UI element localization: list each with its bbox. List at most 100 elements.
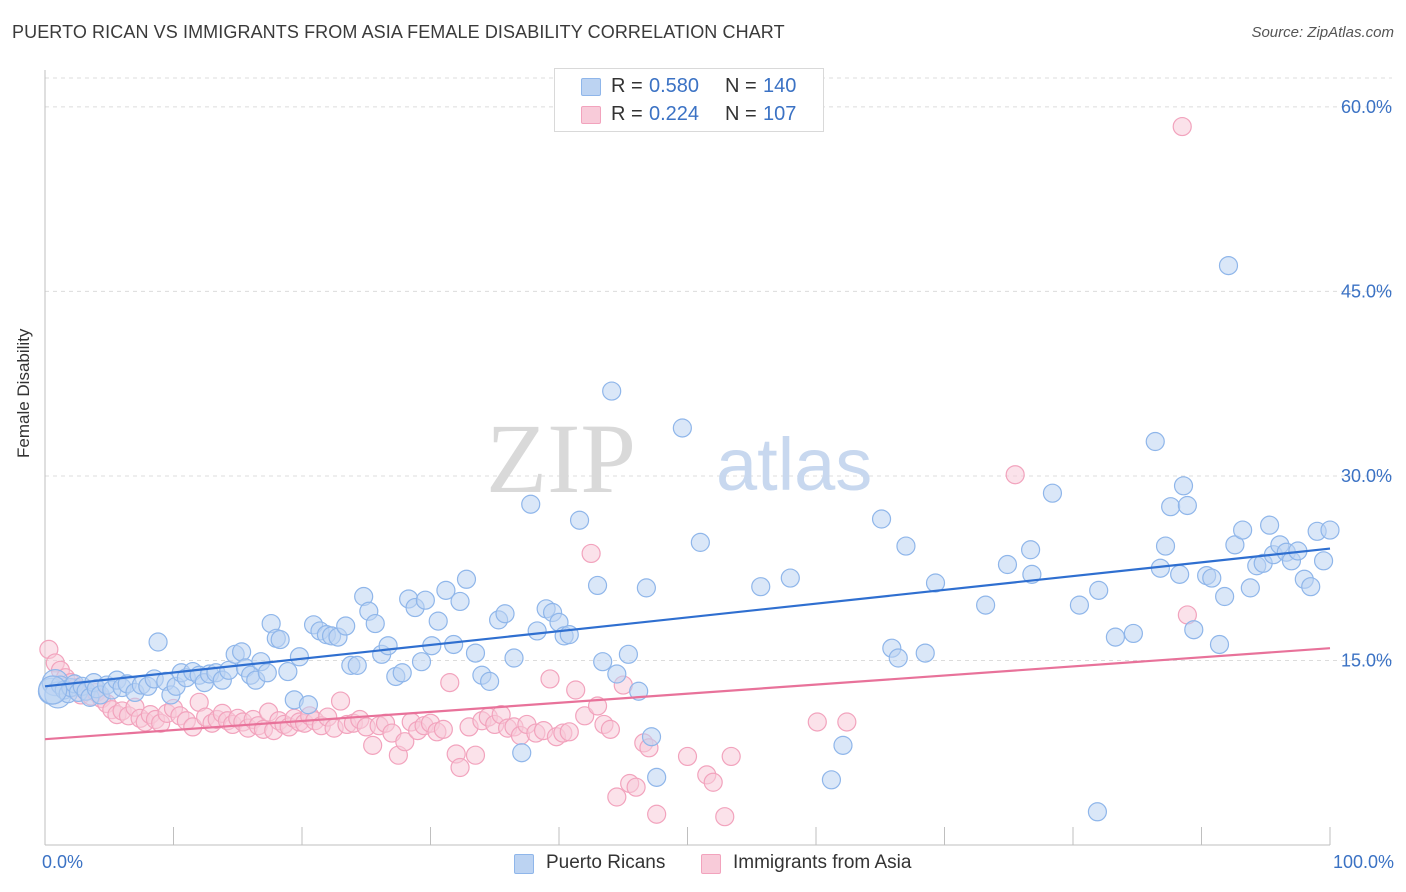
blue-point: [428, 611, 448, 631]
blue-point: [607, 664, 627, 684]
blue-point: [976, 595, 996, 615]
watermark: ZIP atlas: [486, 403, 872, 514]
pink-point: [807, 712, 827, 732]
blue-point: [593, 652, 613, 672]
legend-n-value: 140: [763, 75, 797, 97]
blue-point: [38, 675, 68, 705]
legend-swatch-pink: [581, 106, 601, 124]
blue-point: [219, 660, 239, 680]
y-axis-label: Female Disability: [14, 328, 33, 458]
blue-point: [821, 770, 842, 790]
blue-point: [1202, 568, 1222, 588]
blue-point: [1240, 578, 1260, 598]
blue-point: [415, 590, 435, 610]
bottom-legend-label: Immigrants from Asia: [733, 852, 912, 873]
pink-point: [1172, 116, 1192, 137]
blue-point: [1184, 620, 1204, 640]
blue-point: [1313, 551, 1334, 571]
blue-point: [347, 655, 367, 675]
legend-r-value: 0.580: [649, 75, 700, 97]
pink-point: [465, 745, 486, 765]
blue-point: [1145, 431, 1165, 452]
blue-point: [636, 578, 656, 598]
x-axis-min-label: 0.0%: [42, 852, 84, 872]
legend-swatch-blue: [581, 78, 601, 96]
trend-lines: [44, 547, 1331, 741]
blue-point: [915, 643, 935, 663]
blue-point: [1089, 580, 1109, 600]
blue-point: [1022, 564, 1042, 584]
pink-point: [363, 735, 383, 755]
blue-point: [1069, 595, 1090, 615]
blue-point: [232, 642, 252, 662]
blue-point: [378, 636, 398, 656]
blue-point: [925, 573, 946, 593]
blue-point: [751, 577, 771, 597]
pink-point: [581, 543, 601, 564]
y-tick-label: 45.0%: [1341, 281, 1392, 301]
bottom-legend-swatch-pink: [701, 854, 721, 874]
blue-point: [888, 648, 908, 668]
pink-point: [395, 732, 415, 752]
legend-r-label: R =: [611, 103, 643, 125]
pink-point: [647, 804, 667, 824]
bottom-legend-swatch-blue: [514, 854, 534, 874]
blue-point: [1042, 483, 1063, 503]
correlation-legend: R = 0.580 N = 140 R = 0.224 N = 107: [554, 68, 824, 132]
trend-line-immigrants-from-asia: [44, 647, 1331, 741]
blue-point: [672, 418, 692, 438]
legend-n-label: N =: [725, 103, 757, 125]
blue-point: [833, 735, 853, 755]
pink-point: [330, 691, 351, 711]
blue-point: [1155, 536, 1176, 556]
blue-point: [587, 575, 608, 596]
blue-point: [278, 661, 298, 682]
blue-point: [336, 616, 356, 636]
blue-point: [997, 554, 1018, 575]
blue-point: [465, 643, 486, 663]
blue-point: [270, 629, 290, 650]
series-puerto-ricans: [37, 255, 1340, 822]
blue-point: [450, 591, 470, 612]
pink-point: [183, 717, 203, 737]
blue-point: [1225, 535, 1245, 555]
watermark-zip: ZIP: [486, 403, 636, 514]
blue-point: [289, 647, 310, 667]
blue-point: [1301, 577, 1321, 597]
source-text: Source: ZipAtlas.com: [1251, 24, 1394, 41]
blue-point: [641, 727, 662, 747]
pink-point: [600, 719, 621, 739]
blue-point: [480, 671, 500, 691]
blue-point: [1177, 495, 1197, 516]
trend-line-puerto-ricans: [44, 547, 1331, 688]
pink-point: [433, 719, 453, 739]
x-axis-max-label: 100.0%: [1332, 852, 1394, 872]
blue-point: [527, 621, 547, 641]
blue-point: [871, 509, 892, 529]
pink-point: [677, 746, 698, 767]
blue-point: [896, 536, 916, 556]
blue-point: [1218, 255, 1239, 276]
pink-point: [540, 669, 560, 689]
blue-point: [780, 568, 800, 588]
pink-point: [1005, 465, 1025, 485]
blue-point: [1123, 623, 1143, 644]
y-tick-label: 15.0%: [1341, 650, 1392, 670]
series-immigrants-from-asia: [39, 116, 1197, 827]
pink-point: [703, 772, 723, 792]
legend-n-label: N =: [725, 75, 757, 97]
chart-title: PUERTO RICAN VS IMMIGRANTS FROM ASIA FEM…: [12, 22, 785, 42]
blue-point: [1170, 564, 1190, 584]
bottom-legend-label: Puerto Ricans: [546, 852, 666, 873]
pink-point: [440, 673, 460, 693]
blue-point: [1161, 497, 1181, 517]
blue-point: [1260, 515, 1280, 535]
blue-point: [1233, 520, 1253, 540]
blue-point: [512, 743, 532, 763]
blue-point: [1215, 586, 1235, 607]
pink-point: [450, 757, 470, 778]
blue-point: [1105, 627, 1126, 647]
blue-point: [618, 644, 638, 664]
blue-point: [690, 532, 710, 552]
